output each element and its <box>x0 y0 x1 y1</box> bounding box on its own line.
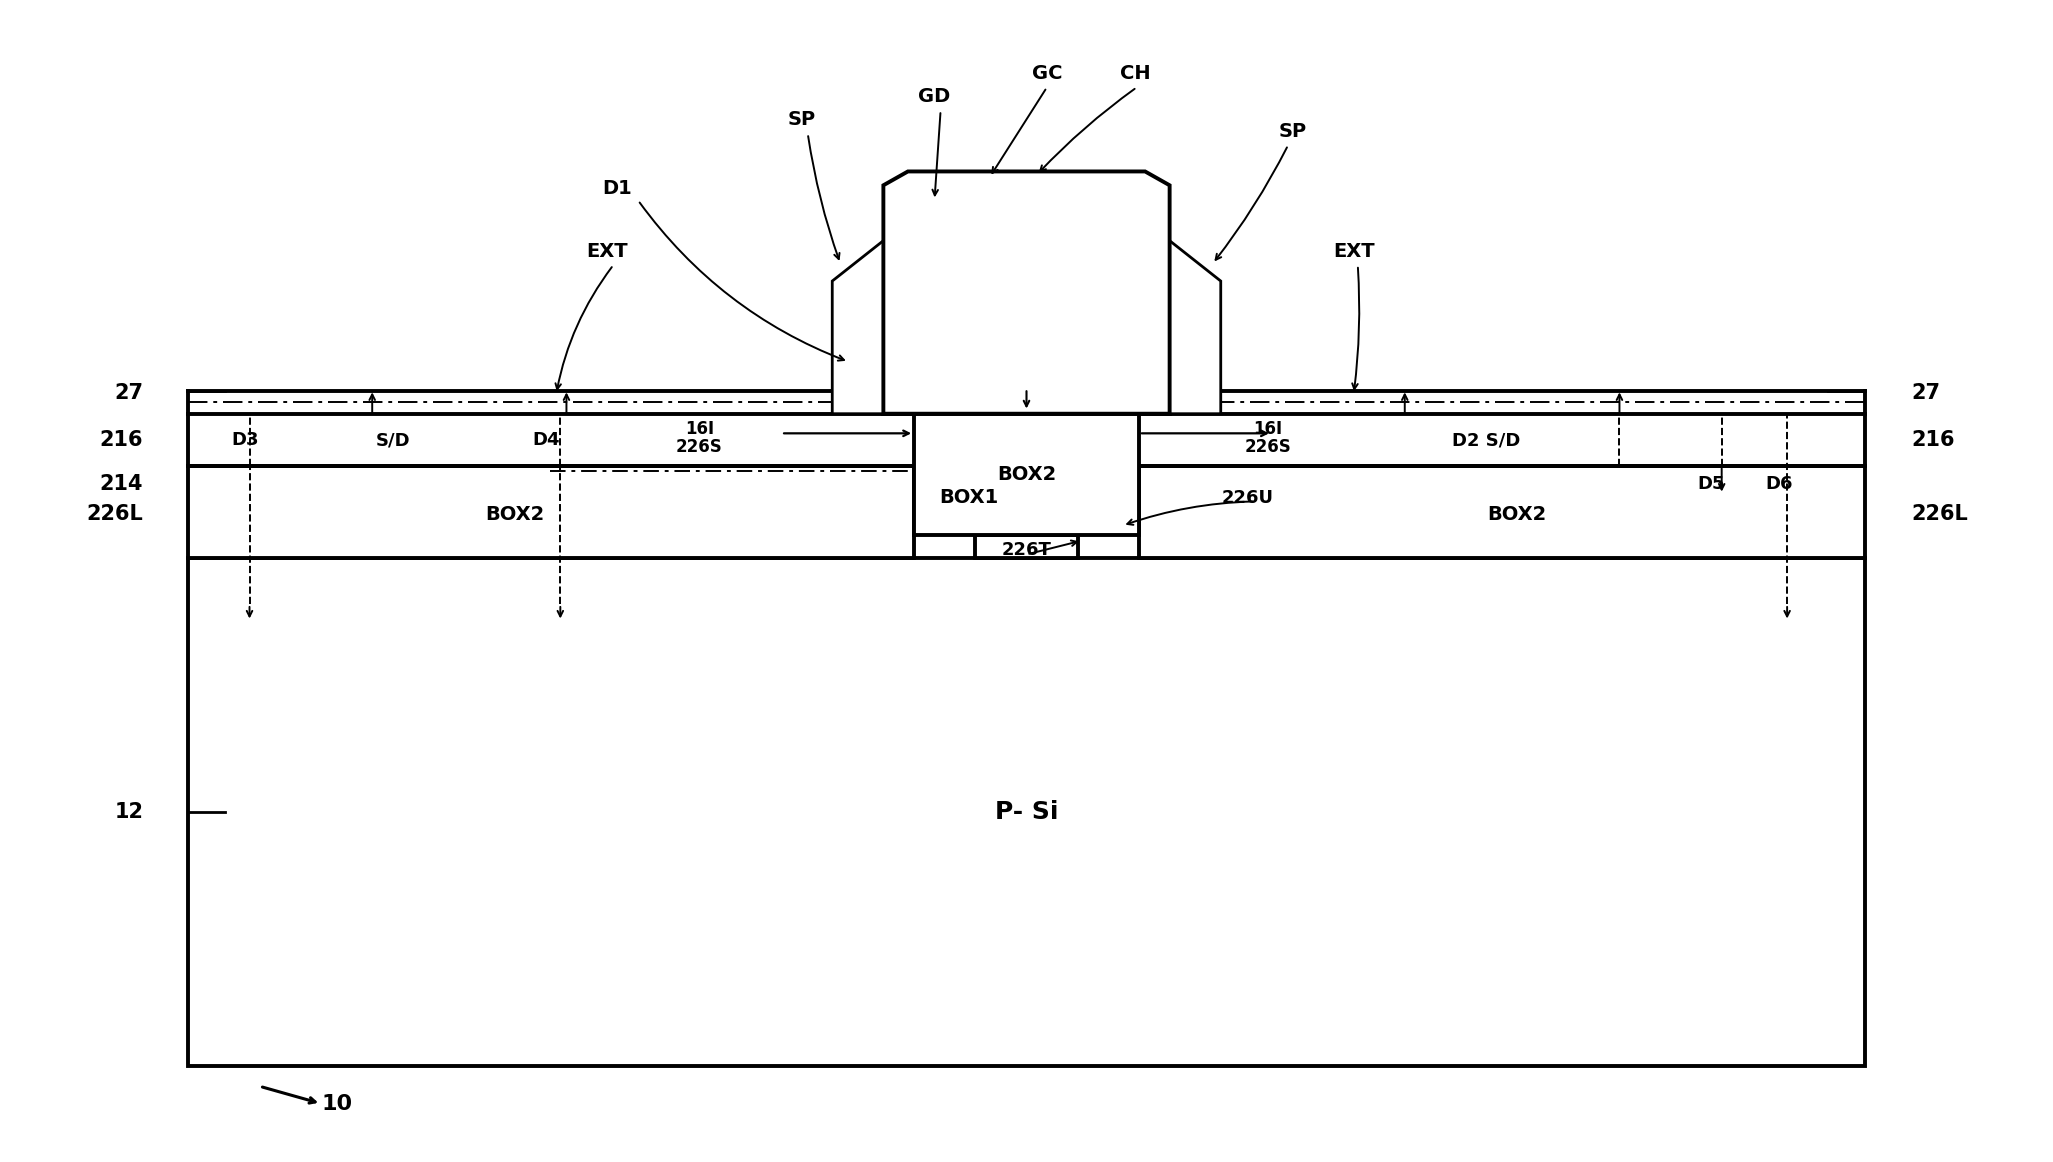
Text: 226S: 226S <box>1244 438 1291 457</box>
Text: D2 S/D: D2 S/D <box>1451 431 1521 450</box>
Text: 10: 10 <box>322 1093 353 1113</box>
Text: D3: D3 <box>232 431 259 450</box>
Text: 226L: 226L <box>1911 504 1969 524</box>
Polygon shape <box>1139 466 1864 558</box>
Text: SP: SP <box>1279 122 1306 141</box>
Text: D5: D5 <box>1698 475 1725 493</box>
Text: 216: 216 <box>101 430 144 450</box>
Text: BOX1: BOX1 <box>940 488 1000 508</box>
Polygon shape <box>189 558 1864 1066</box>
Text: 226L: 226L <box>86 504 144 524</box>
Text: BOX2: BOX2 <box>1488 504 1546 524</box>
Text: 226S: 226S <box>675 438 723 457</box>
Text: D6: D6 <box>1766 475 1792 493</box>
Text: EXT: EXT <box>1332 242 1373 260</box>
Text: 27: 27 <box>115 383 144 403</box>
Text: 226T: 226T <box>1002 540 1051 559</box>
Text: EXT: EXT <box>587 242 628 260</box>
Text: BOX2: BOX2 <box>487 504 544 524</box>
Text: GC: GC <box>1033 64 1061 83</box>
Text: D4: D4 <box>532 431 560 450</box>
Text: 27: 27 <box>1911 383 1940 403</box>
Polygon shape <box>1170 241 1222 414</box>
Text: BOX2: BOX2 <box>998 465 1055 485</box>
Text: 214: 214 <box>101 474 144 494</box>
Text: 216: 216 <box>1911 430 1954 450</box>
Text: CH: CH <box>1119 64 1150 83</box>
Polygon shape <box>975 535 1078 558</box>
Polygon shape <box>831 241 883 414</box>
Text: D1: D1 <box>604 179 632 199</box>
Text: P- Si: P- Si <box>996 799 1057 824</box>
Text: 12: 12 <box>115 802 144 822</box>
Text: SP: SP <box>788 110 815 129</box>
Text: 226U: 226U <box>1222 489 1273 507</box>
Text: 16I: 16I <box>686 419 714 438</box>
Polygon shape <box>189 466 914 558</box>
Text: S/D: S/D <box>376 431 411 450</box>
Text: GD: GD <box>918 87 951 106</box>
Text: 16I: 16I <box>1252 419 1283 438</box>
Polygon shape <box>914 414 1139 535</box>
Polygon shape <box>883 172 1170 414</box>
